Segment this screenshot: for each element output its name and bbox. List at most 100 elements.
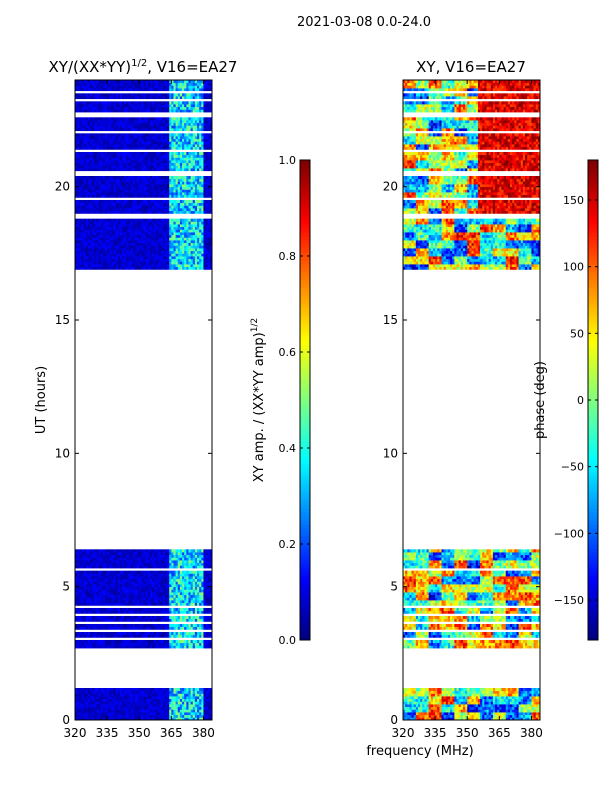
heatmap-cell — [171, 256, 174, 260]
heatmap-cell — [111, 565, 114, 569]
heatmap-cell — [117, 690, 121, 694]
heatmap-cell — [184, 640, 187, 644]
heatmap-cell — [171, 586, 174, 590]
heatmap-cell — [126, 264, 129, 268]
heatmap-cell — [109, 557, 112, 561]
heatmap-cell — [194, 232, 198, 236]
heatmap-cell — [75, 608, 78, 612]
heatmap-cell — [182, 578, 185, 582]
heatmap-cell — [160, 221, 164, 225]
heatmap-cell — [79, 250, 82, 254]
heatmap-cell — [111, 640, 114, 644]
heatmap-cell — [171, 576, 174, 580]
heatmap-cell — [137, 256, 140, 260]
heatmap-cell — [87, 208, 91, 212]
heatmap-cell — [162, 709, 166, 713]
heatmap-cell — [147, 690, 151, 694]
heatmap-cell — [83, 589, 87, 593]
heatmap-cell — [107, 645, 110, 649]
heatmap-cell — [175, 706, 179, 710]
heatmap-cell — [162, 600, 166, 604]
heatmap-cell — [104, 221, 108, 225]
heatmap-cell — [160, 256, 164, 260]
heatmap-cell — [167, 165, 170, 169]
heatmap-cell — [192, 168, 196, 172]
heatmap-cell — [81, 253, 84, 257]
heatmap-cell — [156, 698, 159, 702]
heatmap-cell — [167, 709, 170, 713]
heatmap-cell — [77, 626, 80, 630]
heatmap-cell — [92, 202, 95, 206]
heatmap-cell — [188, 226, 191, 230]
heatmap-cell — [201, 714, 204, 718]
heatmap-cell — [194, 240, 198, 244]
heatmap-cell — [85, 594, 89, 598]
heatmap-cell — [190, 712, 194, 716]
heatmap-cell — [149, 578, 153, 582]
heatmap-cell — [107, 205, 110, 209]
heatmap-cell — [100, 218, 104, 222]
heatmap-cell — [173, 570, 177, 574]
heatmap-cell — [107, 202, 110, 206]
heatmap-cell — [188, 632, 191, 636]
heatmap-cell — [205, 226, 209, 230]
heatmap-cell — [175, 624, 179, 628]
heatmap-cell — [209, 245, 213, 249]
heatmap-cell — [92, 712, 95, 716]
heatmap-cell — [77, 234, 80, 238]
heatmap-cell — [113, 261, 117, 265]
heatmap-cell — [190, 616, 194, 620]
heatmap-cell — [203, 237, 206, 241]
heatmap-cell — [87, 261, 91, 265]
heatmap-cell — [188, 578, 191, 582]
heatmap-cell — [100, 221, 104, 225]
heatmap-cell — [171, 208, 174, 212]
heatmap-cell — [132, 688, 136, 692]
heatmap-cell — [83, 165, 87, 169]
heatmap-cell — [124, 610, 127, 614]
heatmap-cell — [164, 208, 168, 212]
heatmap-cell — [137, 234, 140, 238]
heatmap-cell — [156, 557, 159, 561]
heatmap-cell — [184, 186, 187, 190]
heatmap-cell — [94, 226, 97, 230]
heatmap-cell — [141, 168, 144, 172]
heatmap-cell — [158, 552, 162, 556]
heatmap-cell — [141, 688, 144, 692]
heatmap-cell — [169, 242, 172, 246]
heatmap-cell — [115, 586, 119, 590]
heatmap-cell — [137, 221, 140, 225]
heatmap-cell — [104, 178, 108, 182]
heatmap-cell — [107, 266, 110, 270]
heatmap-cell — [207, 224, 211, 228]
heatmap-cell — [104, 696, 108, 700]
heatmap-cell — [75, 248, 78, 252]
heatmap-cell — [122, 576, 125, 580]
heatmap-cell — [209, 589, 213, 593]
heatmap-cell — [145, 184, 149, 188]
heatmap-cell — [154, 202, 157, 206]
heatmap-cell — [113, 234, 117, 238]
heatmap-cell — [92, 704, 95, 708]
heatmap-cell — [128, 192, 132, 196]
heatmap-cell — [77, 714, 80, 718]
heatmap-cell — [137, 717, 140, 721]
heatmap-cell — [197, 176, 200, 180]
heatmap-cell — [173, 693, 177, 697]
heatmap-cell — [119, 552, 123, 556]
heatmap-cell — [130, 557, 134, 561]
heatmap-cell — [126, 690, 129, 694]
heatmap-cell — [169, 690, 172, 694]
heatmap-cell — [207, 624, 211, 628]
heatmap-cell — [171, 600, 174, 604]
heatmap-cell — [100, 178, 104, 182]
heatmap-cell — [139, 200, 142, 204]
heatmap-cell — [122, 178, 125, 182]
heatmap-cell — [141, 194, 144, 198]
heatmap-cell — [109, 242, 112, 246]
heatmap-cell — [94, 704, 97, 708]
heatmap-cell — [89, 690, 93, 694]
heatmap-cell — [154, 192, 157, 196]
heatmap-cell — [137, 693, 140, 697]
heatmap-cell — [145, 616, 149, 620]
